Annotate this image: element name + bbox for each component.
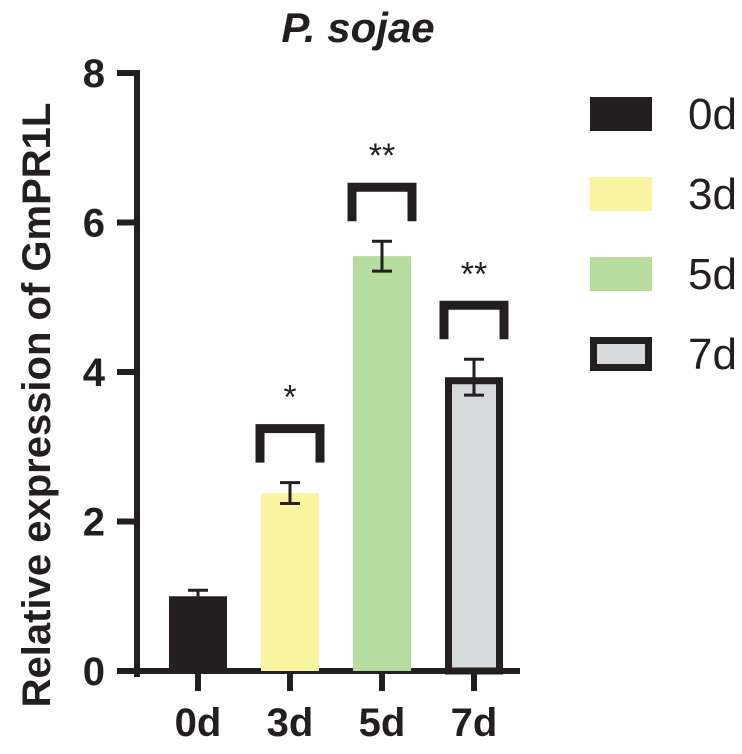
legend-swatch-5d — [590, 257, 652, 291]
legend-label-5d: 5d — [688, 250, 737, 299]
x-tick-label: 7d — [451, 701, 498, 745]
bar-3d — [261, 493, 319, 671]
significance-marker-5d: ** — [369, 137, 395, 175]
significance-marker-3d: * — [283, 379, 296, 417]
legend-label-7d: 7d — [688, 330, 737, 379]
y-axis-label: Relative expression of GmPR1L — [15, 103, 59, 708]
y-tick-label: 4 — [83, 351, 106, 395]
axes: 0 2 4 6 8 0d 3d 5d 7d — [83, 52, 520, 745]
y-tick-label: 6 — [83, 202, 105, 246]
bar-7d — [445, 377, 503, 671]
significance-bracket-3d — [255, 424, 325, 463]
x-tick-label: 3d — [267, 701, 314, 745]
legend-swatch-7d — [590, 337, 652, 371]
legend-swatch-0d — [590, 97, 652, 131]
legend-label-3d: 3d — [688, 170, 737, 219]
significance-marker-7d: ** — [461, 255, 487, 293]
x-tick-label: 5d — [359, 701, 406, 745]
y-tick-label: 8 — [83, 52, 105, 96]
legend-label-0d: 0d — [688, 90, 737, 139]
x-tick-label: 0d — [175, 701, 222, 745]
chart-title: P. sojae — [281, 4, 434, 51]
legend: 0d 3d 5d 7d — [590, 90, 737, 379]
bar-5d — [353, 256, 411, 671]
y-tick-label: 0 — [83, 650, 105, 694]
bars: ***** — [169, 137, 509, 675]
significance-bracket-5d — [347, 182, 417, 222]
y-tick-label: 2 — [83, 501, 105, 545]
legend-swatch-3d — [590, 177, 652, 211]
bar-0d — [169, 596, 227, 671]
significance-bracket-7d — [439, 300, 509, 340]
